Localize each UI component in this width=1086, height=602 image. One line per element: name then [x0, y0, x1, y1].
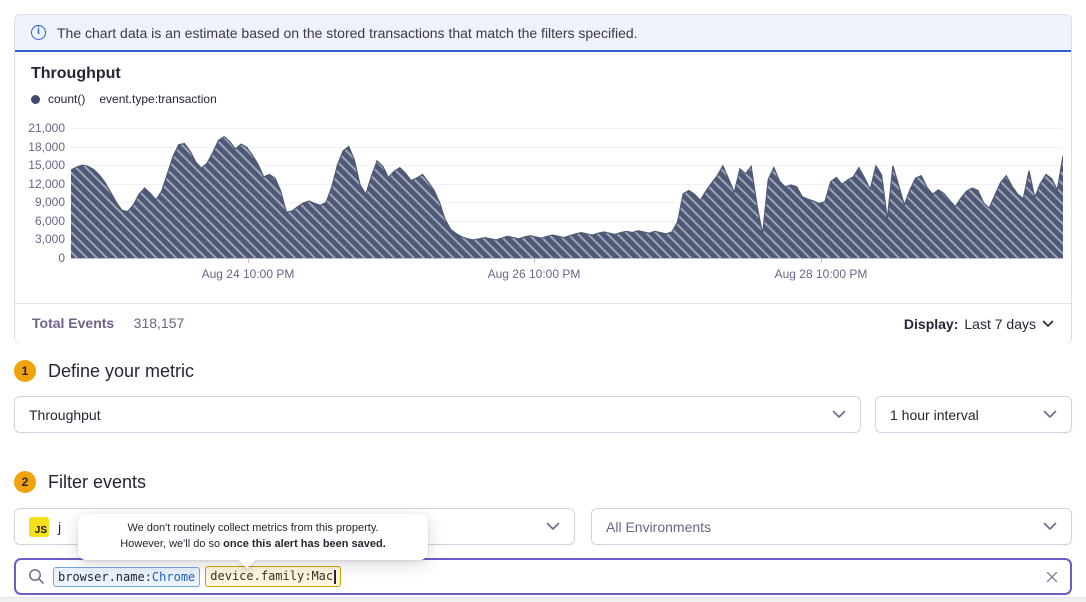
- chevron-down-icon: [1043, 522, 1057, 530]
- event-filter-search-input[interactable]: browser.name:Chrome device.family:Mac: [14, 558, 1072, 595]
- step2-number-badge: 2: [14, 471, 36, 493]
- step1-title: Define your metric: [48, 360, 195, 381]
- x-axis-label: Aug 26 10:00 PM: [487, 267, 581, 281]
- step2-title: Filter events: [48, 471, 147, 492]
- text-cursor: [334, 569, 336, 584]
- legend-query-label: event.type:transaction: [99, 92, 217, 106]
- chart-title: Throughput: [31, 65, 121, 82]
- chevron-down-icon: [832, 410, 846, 418]
- y-axis-label: 15,000: [28, 158, 65, 173]
- y-axis-label: 9,000: [34, 195, 65, 210]
- environment-select-value: All Environments: [606, 518, 712, 535]
- gridline: [71, 202, 1063, 204]
- y-axis-label: 0: [58, 251, 65, 265]
- gridline: [71, 146, 1063, 148]
- info-banner: i The chart data is an estimate based on…: [15, 15, 1071, 52]
- chevron-down-icon: [1043, 410, 1057, 418]
- x-axis-line: [71, 258, 1063, 259]
- y-axis-label: 6,000: [34, 213, 65, 228]
- step1-number-badge: 1: [14, 360, 36, 382]
- x-axis-label: Aug 24 10:00 PM: [201, 267, 295, 281]
- x-axis-label: Aug 28 10:00 PM: [774, 267, 868, 281]
- tooltip-line1: We don't routinely collect metrics from …: [127, 522, 379, 535]
- chart-summary-footer: Total Events 318,157 Display: Last 7 day…: [15, 303, 1071, 344]
- y-axis-label: 21,000: [28, 121, 65, 135]
- step2-header: 2 Filter events: [14, 471, 146, 493]
- chart-legend: count() event.type:transaction: [31, 92, 217, 106]
- environment-select[interactable]: All Environments: [591, 508, 1072, 545]
- search-icon: [28, 568, 45, 585]
- chevron-down-icon: [546, 522, 560, 530]
- metric-select[interactable]: Throughput: [14, 396, 861, 433]
- legend-series-label: count(): [48, 92, 86, 106]
- clear-search-icon[interactable]: [1046, 571, 1058, 583]
- x-axis-tick: [534, 258, 535, 263]
- chevron-down-icon: [1042, 320, 1054, 327]
- metric-select-value: Throughput: [29, 406, 101, 423]
- series-dot-icon: [31, 94, 40, 104]
- gridline: [71, 183, 1063, 185]
- y-axis-label: 3,000: [34, 232, 65, 247]
- x-axis-tick: [248, 258, 249, 263]
- gridline: [71, 165, 1063, 167]
- display-value: Last 7 days: [964, 316, 1036, 332]
- filter-token-device-family[interactable]: device.family:Mac: [205, 566, 341, 587]
- gridline: [71, 220, 1063, 222]
- chart-panel: i The chart data is an estimate based on…: [14, 14, 1072, 344]
- next-section-edge: [0, 597, 1086, 602]
- y-axis-label: 18,000: [28, 139, 65, 154]
- throughput-chart[interactable]: [71, 128, 1063, 258]
- interval-select-value: 1 hour interval: [890, 406, 979, 423]
- display-period-dropdown[interactable]: Display: Last 7 days: [904, 316, 1054, 332]
- total-events-label: Total Events: [32, 315, 115, 331]
- throughput-area-svg: [71, 135, 1063, 258]
- filter-token-browser-name[interactable]: browser.name:Chrome: [53, 566, 201, 587]
- x-axis-tick: [821, 258, 822, 263]
- javascript-platform-icon: JS: [29, 516, 49, 537]
- project-select-value: j: [58, 518, 62, 535]
- step1-header: 1 Define your metric: [14, 360, 194, 382]
- total-events-value: 318,157: [133, 315, 185, 331]
- y-axis-label: 12,000: [28, 176, 65, 191]
- info-icon: i: [31, 25, 46, 40]
- info-banner-text: The chart data is an estimate based on t…: [57, 24, 638, 41]
- interval-select[interactable]: 1 hour interval: [875, 396, 1072, 433]
- display-label: Display:: [903, 316, 959, 332]
- total-events: Total Events 318,157: [32, 315, 184, 333]
- tooltip-line2: However, we'll do so once this alert has…: [120, 538, 386, 550]
- property-warning-tooltip: We don't routinely collect metrics from …: [78, 514, 428, 569]
- gridline: [71, 128, 1063, 129]
